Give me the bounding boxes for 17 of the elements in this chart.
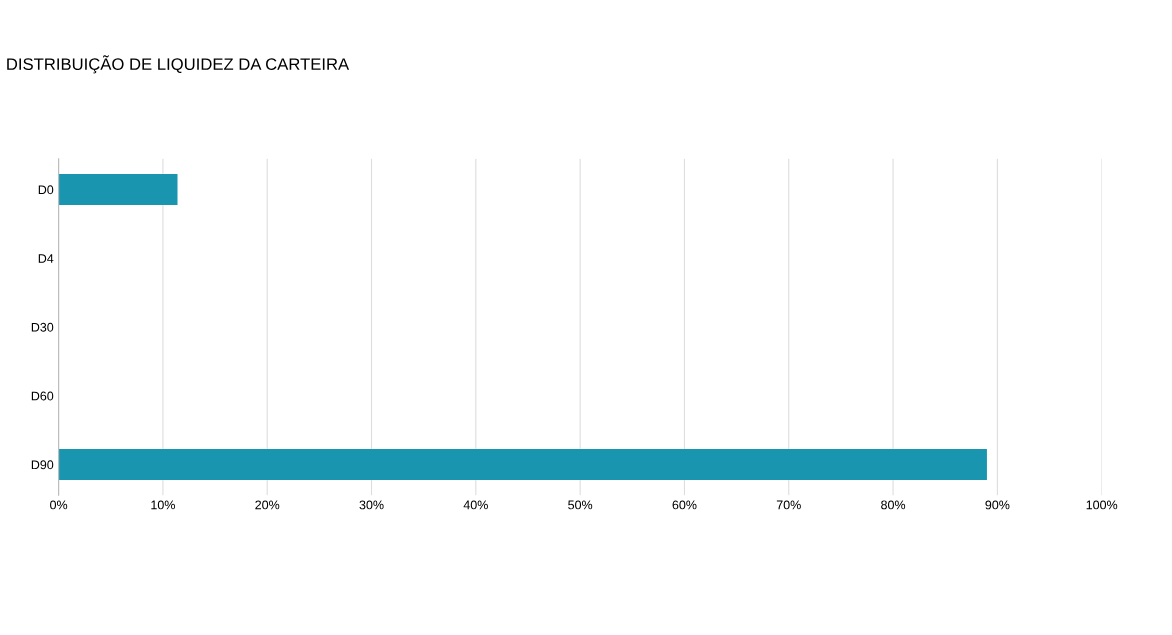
y-tick-label: D0 xyxy=(38,185,54,195)
x-tick-label: 40% xyxy=(463,500,488,510)
x-tick-label: 60% xyxy=(672,500,697,510)
y-tick-label: D30 xyxy=(31,322,54,332)
x-tick-label: 50% xyxy=(568,500,593,510)
x-tick-label: 0% xyxy=(50,500,68,510)
x-tick-label: 90% xyxy=(985,500,1010,510)
y-tick-label: D90 xyxy=(31,460,54,470)
x-tick-label: 70% xyxy=(776,500,801,510)
x-tick-label: 100% xyxy=(1086,500,1118,510)
x-tick-label: 20% xyxy=(255,500,280,510)
x-tick-label: 30% xyxy=(359,500,384,510)
x-tick-label: 10% xyxy=(151,500,175,510)
x-tick-label: 80% xyxy=(881,500,906,510)
y-tick-label: D4 xyxy=(38,254,54,263)
y-tick-label: D60 xyxy=(31,391,54,401)
chart-title: DISTRIBUIÇÃO DE LIQUIDEZ DA CARTEIRA xyxy=(7,55,350,74)
